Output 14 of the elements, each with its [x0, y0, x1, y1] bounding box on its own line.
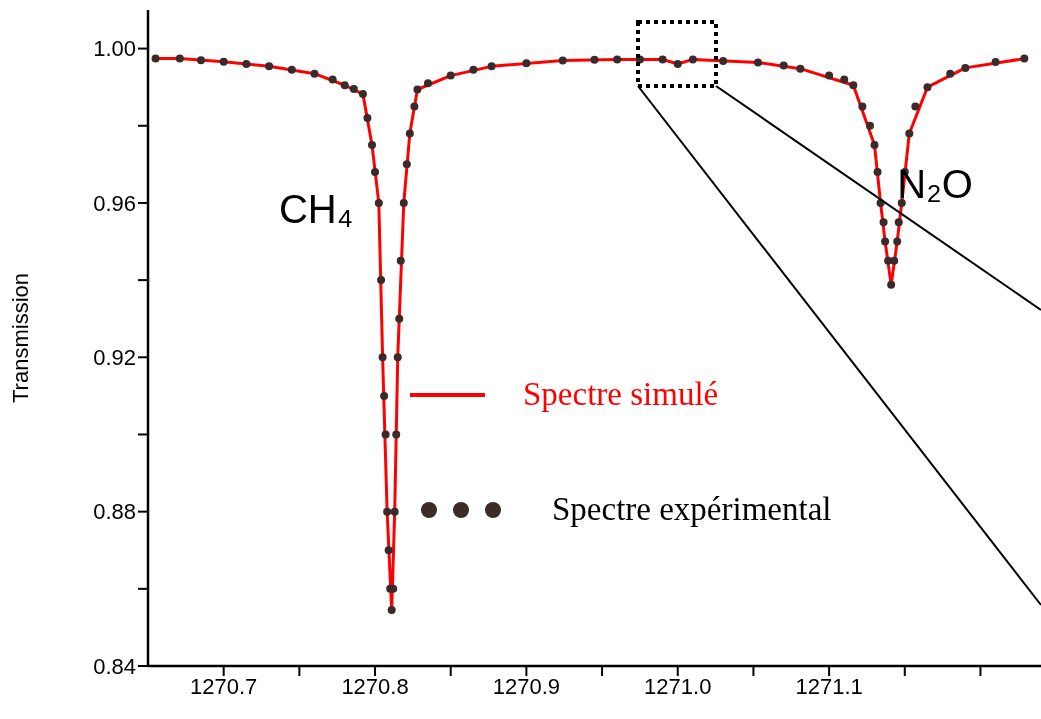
x-tick-label: 1271.1: [795, 673, 863, 699]
y-tick-label: 0.84: [93, 653, 136, 679]
x-tick-label: 1270.9: [492, 673, 561, 699]
legend-label: Spectre expérimental: [552, 491, 832, 528]
y-tick-label: 1.00: [93, 36, 136, 62]
y-tick-label: 0.88: [93, 499, 136, 525]
x-tick-label: 1271.0: [644, 673, 712, 699]
legend-label: Spectre simulé: [523, 376, 719, 413]
y-tick-label: 0.92: [93, 345, 136, 371]
x-tick-label: 1270.8: [341, 673, 409, 699]
x-tick-label: 1270.7: [190, 673, 258, 699]
y-tick-label: 0.96: [93, 190, 136, 216]
y-axis-title: Transmission: [7, 273, 33, 403]
annotation: CH₄: [278, 186, 354, 231]
